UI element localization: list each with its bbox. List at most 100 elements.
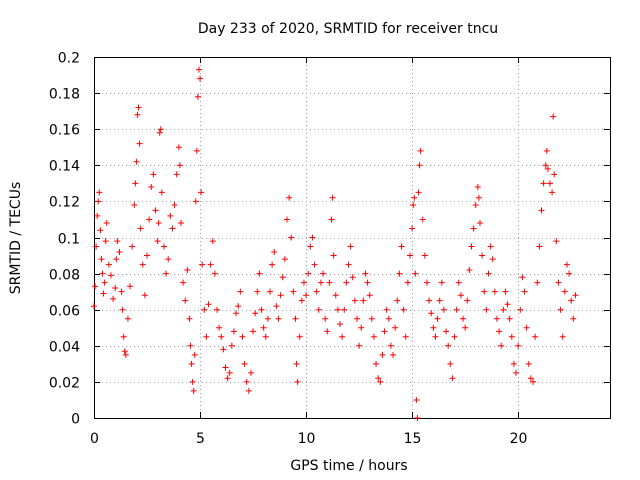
- data-point: [561, 288, 568, 295]
- data-point: [180, 279, 187, 286]
- y-tick-label: 0.1: [58, 232, 80, 248]
- data-point: [434, 315, 441, 322]
- data-point: [283, 216, 290, 223]
- data-point: [193, 147, 200, 154]
- data-point: [315, 306, 322, 313]
- data-point: [385, 315, 392, 322]
- data-point: [320, 270, 327, 277]
- data-point: [381, 328, 388, 335]
- data-point: [370, 333, 377, 340]
- data-point: [515, 342, 522, 349]
- data-point: [525, 360, 532, 367]
- data-point: [293, 360, 300, 367]
- data-point: [247, 369, 254, 376]
- grid-lines: [94, 57, 610, 418]
- data-point: [290, 288, 297, 295]
- data-point: [258, 306, 265, 313]
- data-point: [186, 315, 193, 322]
- data-point: [538, 207, 545, 214]
- y-tick-label: 0.08: [49, 268, 80, 284]
- y-tick-label: 0.04: [49, 340, 80, 356]
- y-tick-label: 0.14: [49, 159, 80, 175]
- data-point: [311, 261, 318, 268]
- data-point: [440, 306, 447, 313]
- data-point: [373, 360, 380, 367]
- data-point: [154, 238, 161, 245]
- data-point: [156, 129, 163, 136]
- data-point: [329, 194, 336, 201]
- data-point: [540, 180, 547, 187]
- data-point: [549, 189, 556, 196]
- data-point: [136, 140, 143, 147]
- y-tick-label: 0.12: [49, 195, 80, 211]
- data-point: [496, 328, 503, 335]
- data-point: [91, 303, 97, 310]
- data-point: [209, 238, 216, 245]
- data-point: [414, 415, 421, 421]
- data-point: [519, 274, 526, 281]
- data-point: [192, 198, 199, 205]
- chart-title: Day 233 of 2020, SRMTID for receiver tnc…: [198, 21, 498, 37]
- data-point: [93, 243, 100, 250]
- y-tick-label: 0.18: [49, 87, 80, 103]
- data-point: [252, 310, 259, 317]
- data-point: [409, 225, 416, 232]
- data-point: [163, 270, 170, 277]
- data-point: [570, 315, 577, 322]
- data-point: [392, 324, 399, 331]
- data-point: [155, 220, 162, 227]
- data-point: [214, 306, 221, 313]
- data-point: [96, 189, 103, 196]
- data-point: [184, 266, 191, 273]
- data-point: [173, 171, 180, 178]
- data-point: [264, 315, 271, 322]
- data-point: [135, 104, 142, 111]
- data-point: [292, 315, 299, 322]
- data-point: [347, 243, 354, 250]
- data-point: [226, 369, 233, 376]
- data-point: [396, 270, 403, 277]
- data-point: [423, 279, 430, 286]
- data-point: [328, 216, 335, 223]
- data-point: [150, 171, 157, 178]
- data-point: [241, 360, 248, 367]
- data-point: [107, 272, 114, 279]
- data-point: [105, 261, 112, 268]
- plot-frame: [94, 57, 611, 419]
- data-point: [555, 279, 562, 286]
- data-point: [131, 202, 138, 209]
- data-point: [566, 270, 573, 277]
- data-point: [296, 333, 303, 340]
- data-point: [269, 261, 276, 268]
- data-point: [530, 378, 537, 385]
- data-point: [504, 301, 511, 308]
- data-point: [510, 360, 517, 367]
- data-point: [377, 378, 384, 385]
- data-point: [110, 295, 117, 302]
- data-point: [502, 288, 509, 295]
- data-point: [337, 321, 344, 328]
- data-point: [201, 306, 208, 313]
- data-point: [536, 243, 543, 250]
- data-point: [493, 315, 500, 322]
- data-point: [375, 375, 382, 382]
- data-point: [553, 238, 560, 245]
- data-point: [356, 342, 363, 349]
- data-point: [475, 194, 482, 201]
- data-point: [453, 306, 460, 313]
- data-point: [194, 93, 201, 100]
- data-point: [233, 310, 240, 317]
- data-point: [237, 288, 244, 295]
- data-point: [144, 252, 151, 259]
- data-point: [167, 212, 174, 219]
- data-point: [527, 375, 534, 382]
- data-point: [235, 303, 242, 310]
- data-point: [141, 292, 148, 299]
- data-point: [483, 306, 490, 313]
- data-point: [288, 234, 295, 241]
- data-point: [568, 297, 575, 304]
- data-point: [485, 270, 492, 277]
- data-point: [572, 292, 579, 299]
- data-point: [457, 292, 464, 299]
- data-point: [239, 333, 246, 340]
